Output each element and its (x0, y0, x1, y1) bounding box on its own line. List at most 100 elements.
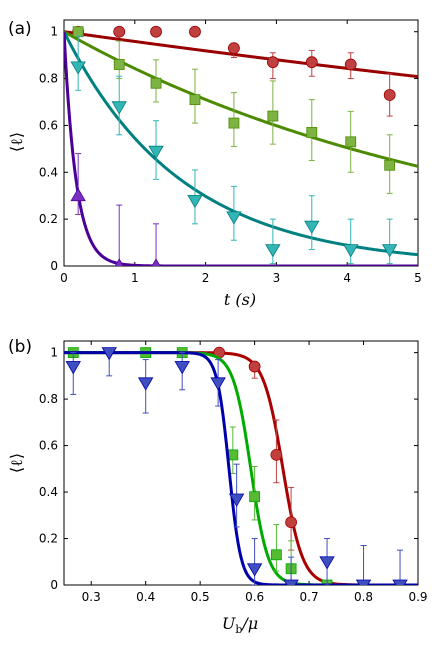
panel-b-error-bar (251, 538, 258, 585)
panel-b-data-point (270, 448, 283, 461)
panel-a-series-4 (64, 31, 418, 266)
panel-b-x-tick-label: 0.8 (354, 590, 373, 604)
panel-a-data-point (228, 42, 240, 55)
panel-a-data-point (306, 127, 318, 138)
panel-a-data-point (304, 220, 320, 234)
panel-b-y-tick-label: 1 (50, 346, 58, 360)
panel-a-y-tick-label: 0.2 (39, 212, 58, 226)
panel-a-data-point (189, 94, 201, 106)
panel-b: (b) ⟨ℓ⟩ Ub/μ 0.3 0.4 0.5 0.6 0.7 0.8 0.9 0 0.2 0.… (7, 337, 428, 636)
panel-a-data-point (343, 244, 359, 258)
panel-b-series-3 (64, 347, 418, 585)
panel-a-data-point (150, 25, 162, 38)
panel-b-error-bar (360, 544, 367, 585)
panel-a-series-2 (64, 26, 418, 194)
panel-a-fit-curve-2 (64, 30, 418, 168)
panel-a: (a) ⟨ℓ⟩ t (s) 0 1 2 3 4 5 0 0.2 0.4 0.6 0.8 1 (7, 19, 422, 309)
panel-a-y-axis-label: ⟨ℓ⟩ (7, 132, 26, 152)
panel-b-data-point (101, 347, 117, 361)
panel-a-data-point (150, 77, 162, 89)
panel-a-data-point (70, 187, 86, 202)
panel-a-plot-frame (63, 19, 419, 267)
panel-a-data-point (383, 89, 396, 101)
panel-a-x-tick-label: 3 (273, 271, 281, 285)
panel-a-data-point (305, 56, 318, 69)
panel-b-x-tick-label: 0.9 (408, 590, 427, 604)
panel-b-fit-curve-1 (64, 351, 418, 585)
panel-b-x-tick-label: 0.5 (191, 590, 210, 604)
panel-a-error-bar (116, 204, 123, 266)
panel-a-x-tick-label: 0 (60, 271, 68, 285)
panel-a-data-point (111, 101, 127, 115)
panel-b-y-tick-label: 0.6 (39, 439, 58, 453)
panel-a-y-tick-label: 0 (50, 259, 58, 273)
panel-b-series-1 (64, 346, 418, 585)
panel-a-data-point (381, 244, 398, 258)
panel-b-data-point (210, 377, 226, 391)
panel-a-data-point (345, 136, 357, 148)
panel-a-data-point (113, 25, 126, 38)
panel-a-fit-curve-4 (64, 31, 418, 266)
panel-b-data-point (137, 377, 154, 391)
panel-a-y-tick-label: 0.4 (39, 165, 58, 179)
panel-a-label: (a) (8, 19, 32, 39)
panel-b-plot-frame (63, 340, 419, 586)
panel-a-data-point (113, 59, 125, 70)
panel-b-data-point (285, 516, 298, 529)
panel-a-data-point (114, 258, 124, 266)
panel-a-data-point (148, 145, 164, 159)
panel-b-y-tick-label: 0.2 (39, 532, 58, 546)
panel-b-data-point (319, 556, 335, 570)
panel-a-y-tick-label: 0.8 (39, 72, 58, 86)
panel-a-series-1 (64, 25, 418, 117)
panel-b-data-point (65, 361, 81, 375)
panel-b-data-point (355, 579, 372, 585)
panel-b-x-tick-label: 0.7 (300, 590, 319, 604)
panel-b-y-axis-label: ⟨ℓ⟩ (7, 453, 26, 473)
panel-b-x-tick-label: 0.3 (82, 590, 101, 604)
panel-a-x-axis-label: t (s) (224, 290, 256, 309)
panel-a-data-point (265, 244, 281, 258)
panel-b-label: (b) (8, 337, 32, 357)
panel-a-data-point (384, 159, 396, 171)
panel-b-data-point (248, 360, 261, 373)
panel-b-data-point (246, 563, 263, 577)
panel-b-data-point (228, 493, 245, 507)
panel-a-fit-curve-3 (64, 31, 418, 257)
panel-a-y-tick-label: 0.6 (39, 118, 58, 132)
panel-a-data-point (151, 258, 161, 266)
panel-b-x-tick-label: 0.4 (136, 590, 155, 604)
panel-b-y-tick-label: 0 (50, 578, 58, 592)
panel-a-y-tick-label: 1 (50, 25, 58, 39)
panel-a-data-point (70, 61, 86, 75)
panel-a-error-bar (75, 153, 82, 215)
panel-a-x-tick-label: 5 (414, 271, 422, 285)
panel-b-data-point (249, 491, 261, 503)
panel-a-data-point (267, 110, 279, 122)
panel-b-data-point (270, 549, 282, 561)
panel-a-data-point (344, 58, 357, 71)
panel-b-x-axis-label: Ub/μ (222, 614, 258, 636)
panel-b-fit-curve-3 (64, 351, 418, 585)
panel-b-data-point (283, 579, 299, 585)
panel-a-x-tick-label: 2 (202, 271, 210, 285)
panel-a-x-tick-label: 1 (131, 271, 139, 285)
panel-b-y-tick-label: 0.4 (39, 485, 58, 499)
panel-a-data-point (189, 25, 201, 38)
panel-a-data-point (226, 211, 242, 225)
panel-b-fit-curve-2 (64, 351, 418, 585)
panel-a-series-3 (64, 31, 418, 265)
panel-b-data-point (392, 579, 408, 585)
panel-b-y-tick-label: 0.8 (39, 392, 58, 406)
panel-a-data-point (187, 194, 203, 209)
panel-b-error-bar (273, 524, 280, 572)
panel-b-x-tick-label: 0.6 (245, 590, 264, 604)
panel-b-error-bar (397, 549, 404, 585)
panel-a-x-tick-label: 4 (343, 271, 351, 285)
panel-b-data-point (174, 361, 190, 375)
panel-a-data-point (228, 117, 240, 129)
panel-a-data-point (72, 26, 84, 38)
panel-a-data-point (266, 56, 279, 69)
panel-a-fit-curve-1 (64, 30, 418, 79)
